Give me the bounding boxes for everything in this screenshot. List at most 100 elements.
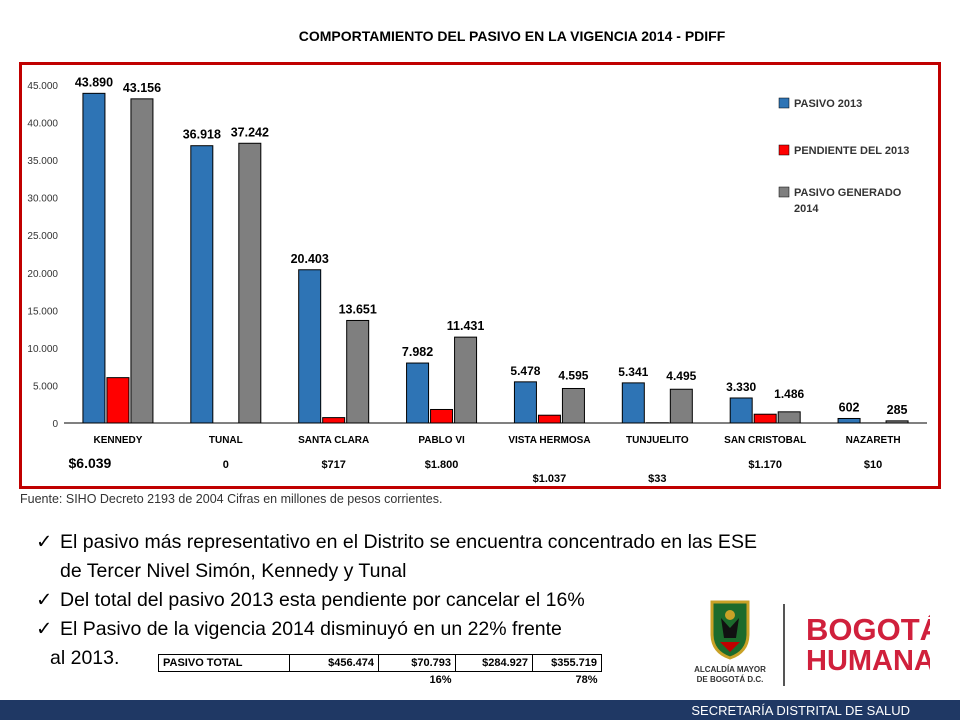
footer-bar: SECRETARÍA DISTRITAL DE SALUD [0,700,960,720]
legend-swatch [778,186,790,198]
bar [454,336,478,424]
bullet-item: ✓ Del total del pasivo 2013 esta pendien… [36,586,926,615]
data-label: $10 [864,459,882,471]
x-tick-label: PABLO VI [418,435,465,446]
data-label: $33 [648,473,666,485]
summary-percent: 16% [429,674,452,686]
data-label: 20.403 [291,252,329,266]
data-label: $1.037 [533,473,567,485]
data-label: $1.800 [425,459,459,471]
bar [753,413,777,424]
data-label: $717 [321,459,345,471]
data-label: 1.486 [774,387,804,401]
bar [729,397,753,424]
x-tick-label: TUNJUELITO [626,435,689,446]
bar-chart: 0 5.000 10.000 15.000 20.000 25.000 30.000 35.0… [27,75,927,485]
bar [621,382,645,424]
bar [298,269,322,424]
bogota-humana-logo-line2: HUMANA [806,645,930,677]
source-note: Fuente: SIHO Decreto 2193 de 2004 Cifras… [20,492,443,506]
summary-percent-row: 16% 78% [159,672,602,689]
bullet-text: El pasivo más representativo en el Distr… [60,531,757,553]
y-tick-label: 40.000 [27,119,58,130]
bullet-item: ✓ El pasivo más representativo en el Dis… [36,528,926,557]
bullet-text: El Pasivo de la vigencia 2014 disminuyó … [60,618,562,640]
bullet-list: ✓ El pasivo más representativo en el Dis… [36,528,926,673]
bar [537,414,561,424]
legend-swatch [778,97,790,109]
alcaldia-text: DE BOGOTÁ D.C. [697,675,764,684]
x-tick-label: SANTA CLARA [298,435,369,446]
chart-frame: 0 5.000 10.000 15.000 20.000 25.000 30.000 35.0… [19,62,941,489]
legend-label: 2014 [794,203,819,215]
summary-label: PASIVO TOTAL [158,654,290,672]
bar [238,142,262,424]
data-label: 602 [839,400,860,414]
bar [82,92,106,424]
summary-value: $284.927 [455,654,533,672]
data-label: 5.341 [618,365,648,379]
bullet-continuation: de Tercer Nivel Simón, Kennedy y Tunal [60,560,407,582]
legend-label: PASIVO GENERADO [794,187,902,199]
summary-value: $355.719 [532,654,602,672]
x-tick-label: TUNAL [209,435,243,446]
x-tick-label: KENNEDY [93,435,142,446]
bar [837,417,861,424]
summary-percent: 78% [575,674,598,686]
alcaldia-text: ALCALDÍA MAYOR [694,665,766,674]
data-label: 36.918 [183,128,221,142]
y-tick-label: 45.000 [27,81,58,92]
bullet-continuation: al 2013. [50,647,120,669]
bullet-text: Del total del pasivo 2013 esta pendiente… [60,589,585,611]
summary-row: PASIVO TOTAL $456.474 $70.793 $284.927 $… [158,654,602,672]
summary-value: $456.474 [289,654,379,672]
data-label: 37.242 [231,125,269,139]
y-tick-label: 5.000 [33,381,58,392]
footer-text: SECRETARÍA DISTRITAL DE SALUD [691,703,910,718]
bar [561,387,585,424]
bar [885,420,909,424]
bar [513,381,537,424]
data-label: $6.039 [69,455,112,471]
bar [430,408,454,424]
data-label: 13.651 [339,302,377,316]
data-label: 7.982 [402,345,433,359]
checkmark-icon: ✓ [36,589,53,611]
bar [106,377,130,424]
data-label: 43.890 [75,75,113,89]
bar [406,362,430,424]
x-tick-label: SAN CRISTOBAL [724,435,806,446]
data-label: 5.478 [510,364,540,378]
bar [322,417,346,424]
y-tick-label: 25.000 [27,231,58,242]
data-label: $1.170 [748,459,782,471]
x-tick-label: VISTA HERMOSA [508,435,590,446]
bar [130,98,154,424]
data-label: 43.156 [123,81,161,95]
chart-title: COMPORTAMIENTO DEL PASIVO EN LA VIGENCIA… [298,28,726,44]
y-tick-label: 0 [52,419,58,430]
legend-label: PASIVO 2013 [794,98,862,110]
x-tick-label: NAZARETH [846,435,901,446]
data-label: 4.495 [666,369,696,383]
bogota-coat-of-arms-logo [710,600,750,660]
data-label: 4.595 [558,368,588,382]
y-tick-label: 10.000 [27,344,58,355]
y-tick-label: 30.000 [27,194,58,205]
data-label: 11.431 [447,319,485,333]
data-label: 3.330 [726,380,756,394]
checkmark-icon: ✓ [36,531,53,553]
legend-swatch [778,144,790,156]
checkmark-icon: ✓ [36,618,53,640]
y-tick-label: 20.000 [27,269,58,280]
bogota-humana-logo-line1: BOGOTÁ [806,612,930,647]
summary-table: PASIVO TOTAL $456.474 $70.793 $284.927 $… [158,654,602,688]
summary-value: $70.793 [378,654,456,672]
bullet-item: ✓ El Pasivo de la vigencia 2014 disminuy… [36,615,926,644]
y-tick-label: 15.000 [27,306,58,317]
bar [669,388,693,424]
bar [777,411,801,424]
bar [346,319,370,424]
legend-label: PENDIENTE DEL 2013 [794,145,909,157]
bar [190,145,214,424]
